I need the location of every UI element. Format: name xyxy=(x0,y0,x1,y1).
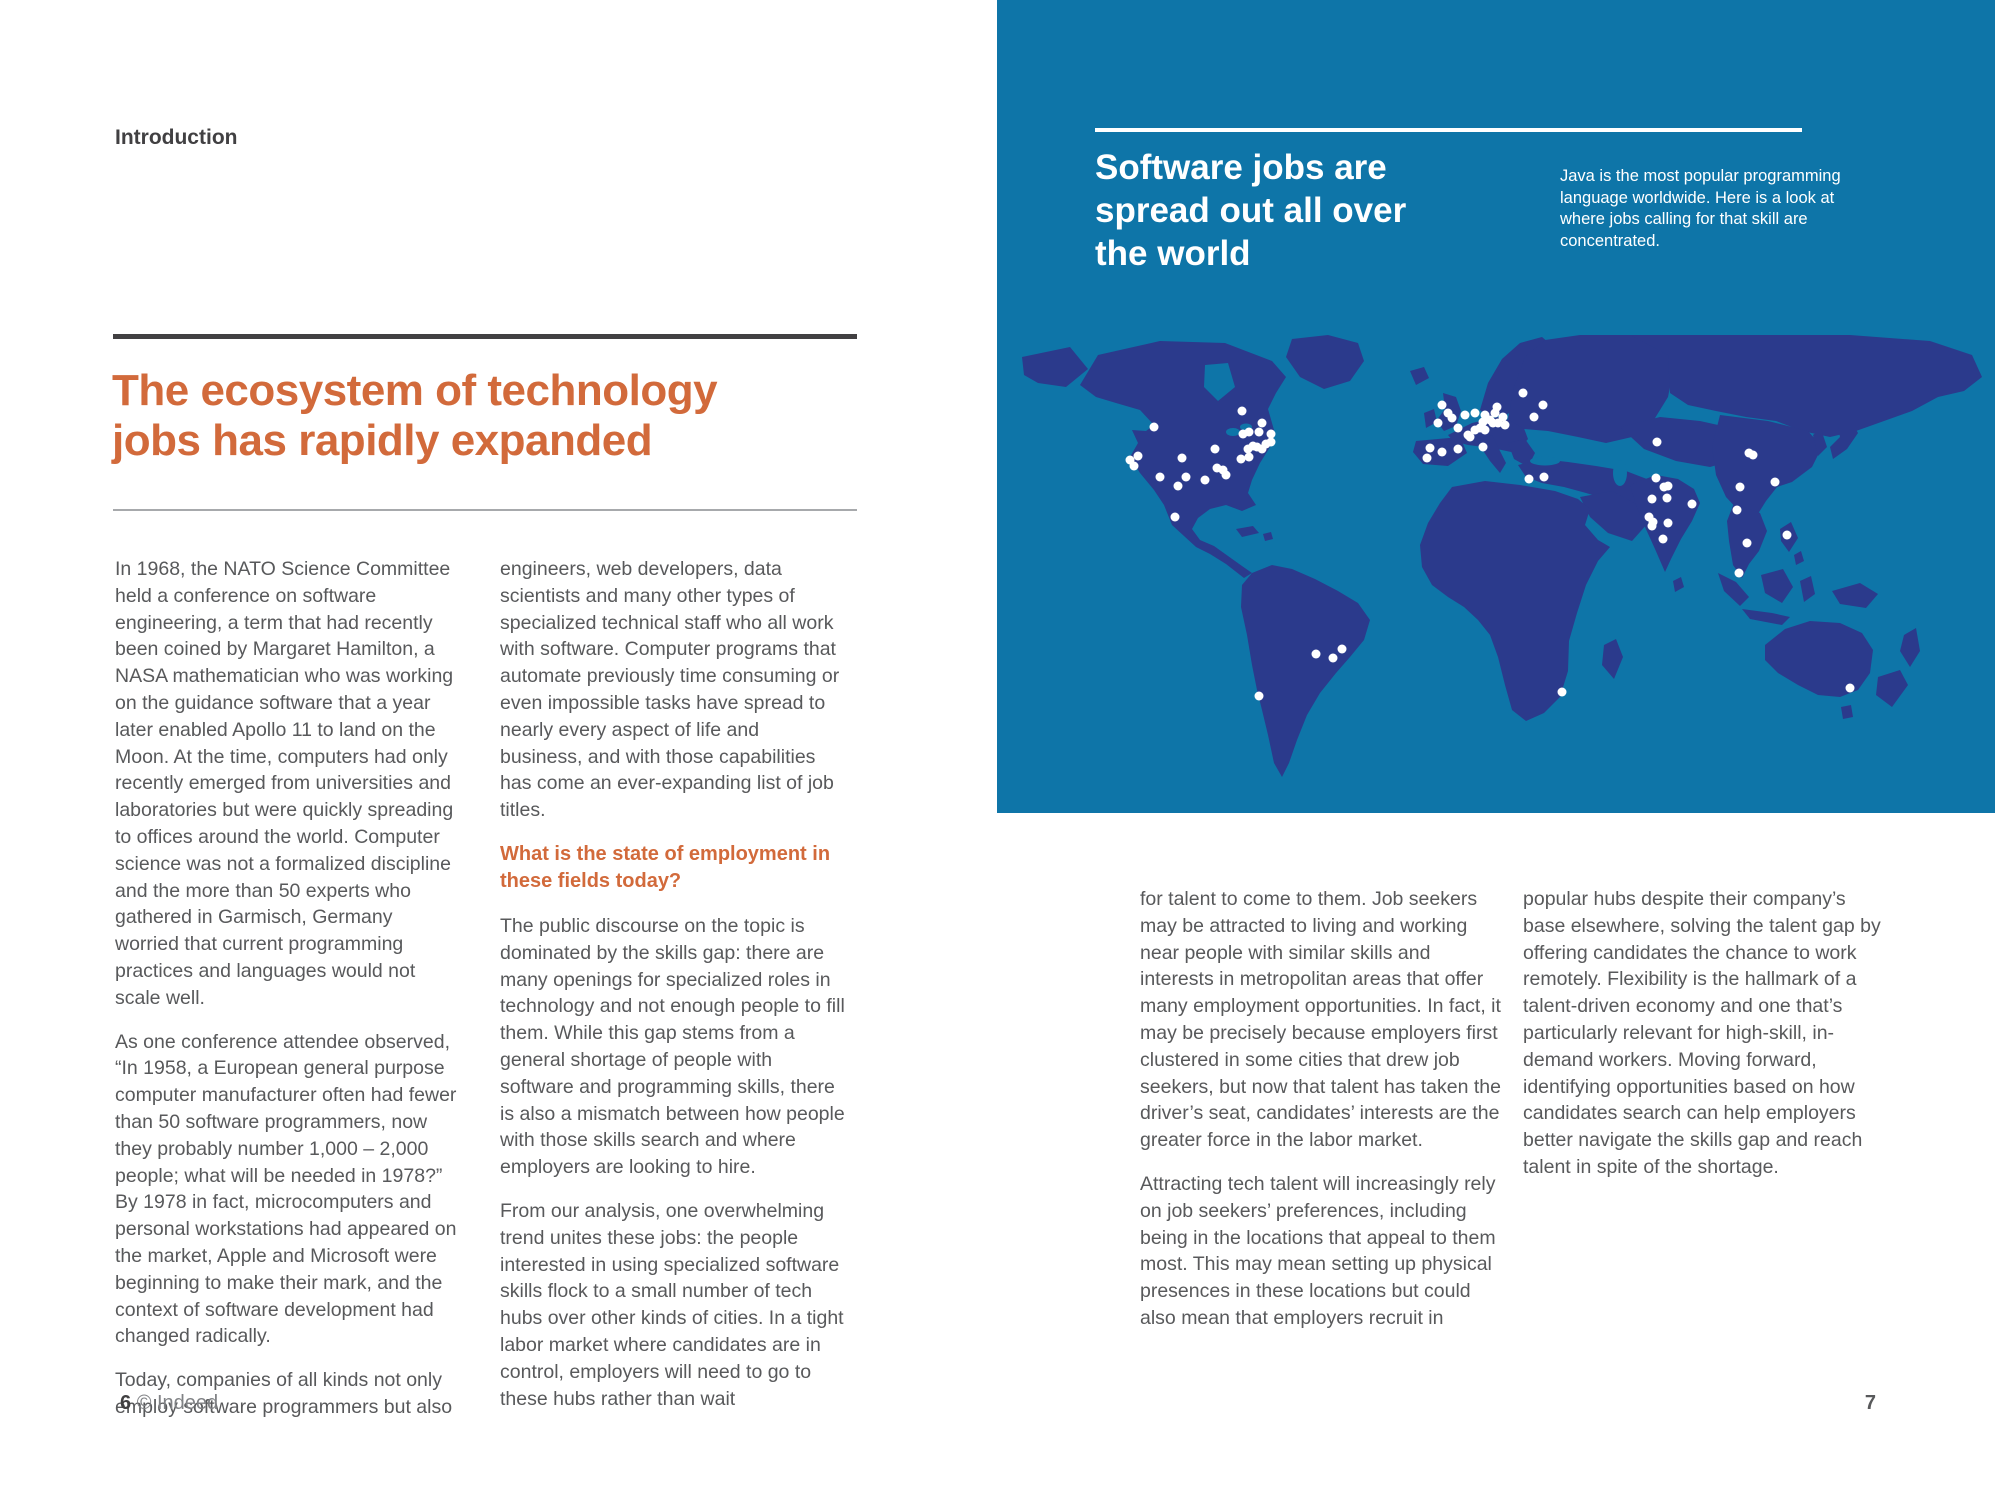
korea-landmass xyxy=(1813,429,1827,456)
panel-caption: Java is the most popular programming lan… xyxy=(1560,167,1841,250)
page-number-right: 7 xyxy=(1864,1392,1876,1414)
left-page-footer: 6 © Indeed xyxy=(120,1392,218,1415)
right-page-column-1: for talent to come to them. Job seekers … xyxy=(1140,886,1505,1349)
sri-lanka-landmass xyxy=(1673,577,1684,592)
paragraph: engineers, web developers, data scientis… xyxy=(500,558,840,822)
map-panel: Software jobs are spread out all over th… xyxy=(997,0,1995,813)
world-map xyxy=(1022,335,1982,777)
job-hub-dots xyxy=(1125,388,1855,701)
balkans-landmass xyxy=(1508,439,1535,467)
panel-title: Software jobs are spread out all over th… xyxy=(1095,148,1407,273)
sulawesi-landmass xyxy=(1800,576,1815,602)
paragraph: In 1968, the NATO Science Committee held… xyxy=(115,558,454,1009)
africa-landmass xyxy=(1420,481,1610,721)
section-label-introduction: Introduction xyxy=(115,126,238,149)
paragraph: Today, companies of all kinds not only e… xyxy=(115,1369,453,1418)
alaska-landmass xyxy=(1022,347,1088,387)
left-page-column-1: In 1968, the NATO Science Committee held… xyxy=(115,556,460,1438)
greenland-landmass xyxy=(1286,335,1364,389)
south-america-landmass xyxy=(1241,565,1370,777)
copyright-text: © Indeed xyxy=(136,1392,219,1414)
paragraph: As one conference attendee observed, “In… xyxy=(115,1030,457,1348)
caspian-sea xyxy=(1613,460,1627,486)
paragraph: for talent to come to them. Job seekers … xyxy=(1140,888,1501,1152)
philippines-landmass xyxy=(1794,551,1804,565)
java-landmass xyxy=(1742,609,1790,625)
china-landmass xyxy=(1712,415,1822,517)
paragraph: Attracting tech talent will increasingly… xyxy=(1140,1172,1496,1329)
iceland-landmass xyxy=(1410,367,1429,385)
australia-landmass xyxy=(1765,621,1873,697)
great-lakes xyxy=(1226,428,1240,436)
siberia-landmass xyxy=(1630,335,1982,437)
sumatra-landmass xyxy=(1718,573,1749,606)
title-rule-bottom xyxy=(113,509,857,511)
cuba-landmass xyxy=(1236,526,1259,537)
tasmania-landmass xyxy=(1841,705,1853,719)
new-zealand-north-landmass xyxy=(1900,628,1920,667)
panel-rule xyxy=(1095,128,1802,132)
new-zealand-south-landmass xyxy=(1876,670,1908,707)
paragraph: popular hubs despite their company’s bas… xyxy=(1523,888,1881,1178)
arabia-landmass xyxy=(1580,491,1648,541)
new-guinea-landmass xyxy=(1832,583,1878,608)
paragraph: The public discourse on the topic is dom… xyxy=(500,914,845,1179)
page-title: The ecosystem of technology jobs has rap… xyxy=(112,366,718,465)
japan-landmass xyxy=(1830,419,1858,459)
hudson-bay xyxy=(1204,363,1235,401)
left-page-column-2: engineers, web developers, data scientis… xyxy=(500,556,845,1429)
title-rule-top xyxy=(113,334,857,339)
page-number-left: 6 xyxy=(120,1392,132,1414)
eastern-europe-landmass xyxy=(1508,335,1674,443)
right-page-column-2: popular hubs despite their company’s bas… xyxy=(1523,886,1888,1198)
black-sea xyxy=(1530,456,1560,466)
paragraph: From our analysis, one overwhelming tren… xyxy=(500,1199,844,1410)
borneo-landmass xyxy=(1761,569,1793,603)
madagascar-landmass xyxy=(1602,639,1623,679)
column-subhead: What is the state of employment in these… xyxy=(500,842,831,892)
hispaniola-landmass xyxy=(1263,532,1273,541)
